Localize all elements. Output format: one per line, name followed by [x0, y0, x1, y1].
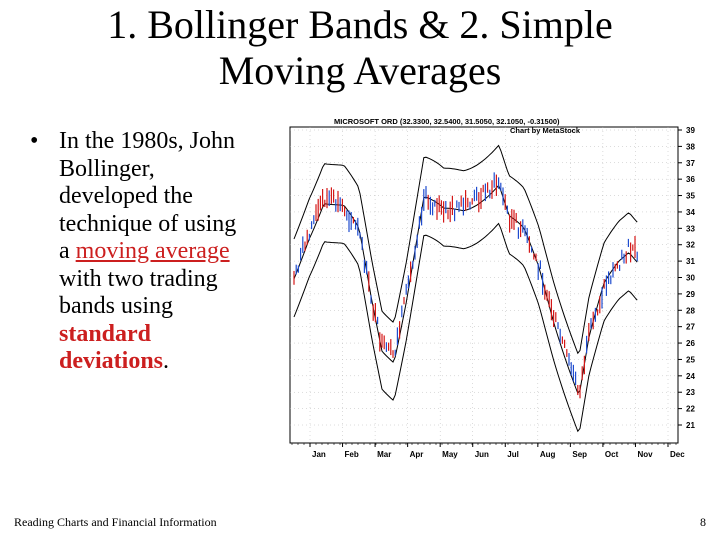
x-tick-label: Apr: [410, 450, 424, 459]
x-tick-label: Jun: [475, 450, 489, 459]
bullet-text-part-2: with two trading bands using: [59, 265, 218, 319]
y-tick-label: 26: [686, 339, 695, 348]
slide-title-line-1: 1. Bollinger Bands & 2. Simple: [107, 2, 613, 47]
plot-frame: [289, 126, 679, 444]
y-tick-label: 36: [686, 175, 695, 184]
x-tick-label: May: [442, 450, 458, 459]
chart-bands: [293, 144, 638, 433]
y-tick-label: 23: [686, 388, 695, 397]
y-tick-label: 28: [686, 306, 695, 315]
slide-title: 1. Bollinger Bands & 2. Simple Moving Av…: [0, 2, 720, 94]
chart-x-axis: Jan Feb Mar Apr May Jun Jul Aug Sep Oct Nov Dec: [291, 443, 685, 459]
bullet-text-part-1: In the 1980s, John Bollinger, developed …: [59, 128, 237, 264]
x-tick-label: Aug: [540, 450, 556, 459]
chart-grid: [289, 126, 679, 444]
y-tick-label: 21: [686, 421, 695, 430]
y-tick-label: 32: [686, 241, 695, 250]
x-tick-label: Dec: [670, 450, 685, 459]
slide-title-line-2: Moving Averages: [218, 48, 502, 93]
y-tick-label: 30: [686, 274, 695, 283]
upper-band: [293, 144, 638, 355]
y-tick-label: 29: [686, 290, 695, 299]
y-tick-label: 31: [686, 257, 695, 266]
chart-header: MICROSOFT ORD (32.3300, 32.5400, 31.5050…: [334, 117, 560, 126]
footer-text: Reading Charts and Financial Information: [14, 515, 217, 529]
middle-band: [293, 184, 638, 395]
y-tick-label: 39: [686, 126, 695, 135]
y-tick-label: 34: [686, 208, 695, 217]
x-tick-label: Jan: [312, 450, 326, 459]
y-tick-label: 25: [686, 355, 695, 364]
x-tick-label: Feb: [345, 450, 359, 459]
y-tick-label: 24: [686, 372, 695, 381]
bullet-text-part-3: .: [163, 348, 170, 374]
x-tick-label: Jul: [507, 450, 519, 459]
bullet-dot-icon: •: [30, 128, 39, 154]
x-tick-label: Sep: [572, 450, 587, 459]
y-tick-label: 22: [686, 405, 695, 414]
y-tick-label: 33: [686, 224, 695, 233]
x-tick-label: Nov: [637, 450, 653, 459]
y-tick-label: 35: [686, 192, 695, 201]
x-tick-label: Oct: [605, 450, 619, 459]
bollinger-chart-image: 39 38 37 36 35 34 33 32 31 30 29 28 27 26 25 24 23 22 21 J…: [252, 113, 720, 465]
y-tick-label: 37: [686, 159, 695, 168]
chart-credit: Chart by MetaStock: [510, 126, 581, 135]
standard-deviations-emphasis: standard deviations: [59, 320, 164, 375]
chart-y-axis: 39 38 37 36 35 34 33 32 31 30 29 28 27 26 25 24 23 22 21: [678, 126, 695, 430]
bullet-text: In the 1980s, John Bollinger, developed …: [59, 128, 289, 376]
moving-average-link[interactable]: moving average: [75, 238, 230, 264]
lower-band: [293, 222, 638, 433]
x-tick-label: Mar: [377, 450, 391, 459]
chart-price-bars: [293, 172, 638, 399]
y-tick-label: 38: [686, 142, 695, 151]
bollinger-chart-svg: 39 38 37 36 35 34 33 32 31 30 29 28 27 26 25 24 23 22 21 J…: [289, 117, 695, 459]
page-number: 8: [700, 515, 706, 529]
y-tick-label: 27: [686, 323, 695, 332]
